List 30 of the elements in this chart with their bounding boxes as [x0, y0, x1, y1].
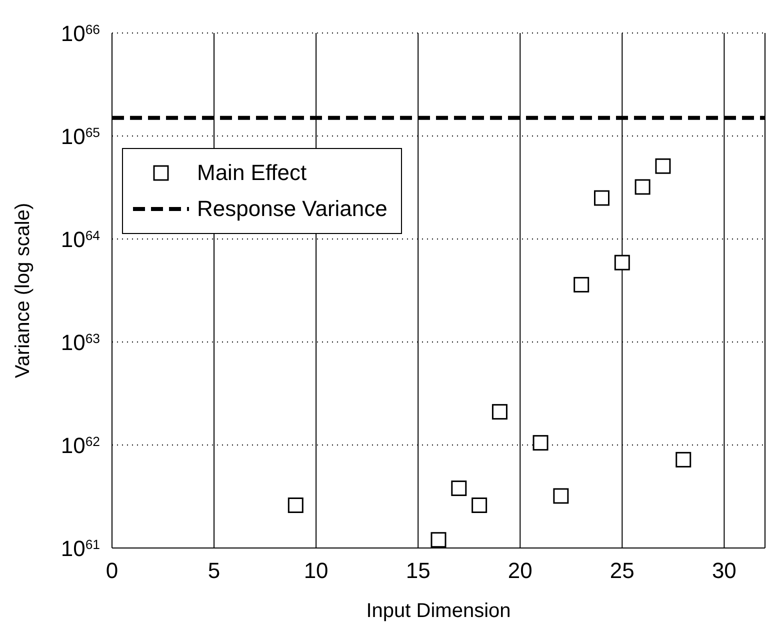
point	[288, 498, 304, 514]
point	[634, 179, 650, 195]
y-tick-label: 10$^{62}$	[60, 433, 100, 458]
x-tick-label: 0	[106, 558, 118, 583]
x-tick-label: 10	[304, 558, 328, 583]
x-tick-label: 15	[406, 558, 430, 583]
y-axis-title: Variance (log scale)	[12, 202, 34, 378]
y-tick-label: 10$^{66}$	[60, 21, 100, 46]
y-tick-label: 10$^{63}$	[60, 330, 100, 355]
y-tick-label: 10$^{64}$	[60, 227, 100, 252]
point	[614, 254, 630, 270]
point	[594, 190, 610, 206]
point	[492, 404, 508, 420]
x-tick-label: 30	[712, 558, 736, 583]
x-axis-title: Input Dimension	[366, 600, 511, 622]
point	[532, 435, 548, 451]
point	[676, 452, 692, 468]
legend-label: Main Effect	[197, 160, 307, 186]
x-tick-label: 25	[610, 558, 634, 583]
x-tick-label: 20	[508, 558, 532, 583]
legend-label: Response Variance	[197, 196, 388, 222]
y-tick-label: 10$^{61}$	[60, 536, 100, 561]
point	[430, 532, 446, 548]
point	[574, 276, 590, 292]
point	[553, 488, 569, 504]
x-tick-label: 5	[208, 558, 220, 583]
point	[655, 158, 671, 174]
point	[451, 480, 467, 496]
point	[472, 498, 488, 514]
y-tick-label: 10$^{65}$	[60, 124, 100, 149]
